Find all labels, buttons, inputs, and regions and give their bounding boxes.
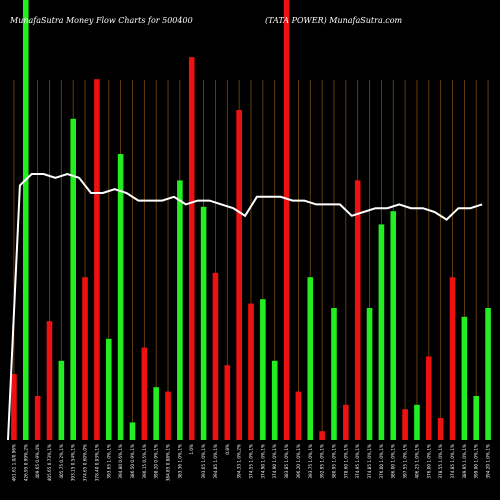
- bar: [188, 57, 195, 440]
- bar: [105, 338, 112, 440]
- x-tick-label: 398.20 0.9%,1%: [154, 444, 159, 479]
- chart-title-left: MunafaSutra Money Flow Charts for 500400: [9, 16, 193, 25]
- bar: [283, 0, 290, 440]
- bar: [461, 316, 468, 440]
- x-tick-label: 374.55 1.0%,1%: [249, 444, 254, 479]
- x-tick-label: 394.85 1.0%,1%: [213, 444, 218, 479]
- bar: [82, 277, 88, 440]
- x-tick-label: 406.25 1.0%,1%: [414, 444, 419, 479]
- bar: [319, 431, 325, 440]
- x-tick-label: 405.65 0.73%,1%: [47, 444, 52, 481]
- bar: [354, 180, 361, 440]
- bar: [271, 360, 278, 440]
- bar: [224, 365, 231, 440]
- x-tick-label: 383.85 1.0%,1%: [284, 444, 289, 479]
- x-tick-label: 399.00 1.0%,1%: [474, 444, 479, 479]
- x-tick-label: 386.50 0.9%,1%: [130, 444, 135, 479]
- bar: [307, 277, 314, 440]
- bar: [70, 118, 76, 441]
- x-tick-label: 386.00 1.0%,1%: [391, 444, 396, 479]
- x-tick-label: 409.65 0.9%,4%: [35, 444, 40, 479]
- x-tick-label: 374.95 1.0%,1%: [355, 444, 360, 479]
- bar: [390, 211, 397, 440]
- x-tick-label: 384.85 0.88%,1%: [166, 444, 171, 481]
- x-tick-label: 405.75 0.2%,1%: [59, 444, 64, 479]
- x-tick-label: 394.20 1.0%,1%: [486, 444, 491, 479]
- bar: [117, 154, 124, 440]
- bar: [141, 347, 148, 440]
- bar: [34, 396, 41, 440]
- x-tick-labels: 461.61 1.0/0.96% 426.95 0.99%,2% 409.65 0.…: [11, 444, 490, 481]
- bar: [248, 303, 254, 440]
- x-tick-label: 393.15 0.54%,1%: [71, 444, 76, 481]
- x-tick-label: 374.85 1.0%,1%: [367, 444, 372, 479]
- bar-series: [11, 0, 491, 441]
- x-tick-label: 376.00 1.0%,1%: [426, 444, 431, 479]
- bar: [366, 308, 373, 440]
- bar: [426, 356, 432, 440]
- x-tick-label: 393.65 1.0%,1%: [106, 444, 111, 479]
- bar: [402, 409, 408, 440]
- x-tick-label: 392.95 1.0%,1%: [320, 444, 325, 479]
- bar: [378, 224, 385, 440]
- bar: [437, 418, 444, 440]
- x-tick-label: 383.36 1.0%,1%: [177, 444, 182, 479]
- x-tick-label: 389.95 1.0%,1%: [462, 444, 467, 479]
- bar: [94, 79, 100, 440]
- x-tick-label: 1.0%: [189, 444, 194, 455]
- x-tick-label: 378.55 1.0%,1%: [438, 444, 443, 479]
- bar: [473, 396, 480, 440]
- bar: [165, 391, 171, 440]
- x-tick-label: 380.95 1.0%,1%: [331, 444, 336, 479]
- x-tick-label: 378.40 0.93%,1%: [94, 444, 99, 481]
- x-tick-label: 396.20 1.0%,1%: [296, 444, 301, 479]
- bar: [11, 374, 17, 440]
- x-tick-label: 394.80 0.6%,1%: [118, 444, 123, 479]
- bar: [212, 272, 219, 440]
- x-tick-label: 393.65 1.0%,1%: [201, 444, 206, 479]
- bar: [153, 387, 159, 440]
- bar: [449, 277, 456, 440]
- x-tick-label: 426.95 0.99%,2%: [23, 444, 28, 481]
- bar: [485, 308, 491, 440]
- x-tick-label: 0.8%: [225, 444, 230, 455]
- bar: [129, 422, 136, 440]
- x-tick-label: 394.33 1.0%,2%: [237, 444, 242, 479]
- bar: [22, 0, 29, 440]
- bar: [343, 404, 349, 440]
- bar: [414, 404, 420, 440]
- bar: [58, 360, 65, 440]
- x-tick-label: 397.55 1.0%,1%: [403, 444, 408, 479]
- chart-title-right: (TATA POWER) MunafaSutra.com: [265, 16, 403, 25]
- bar: [331, 308, 337, 440]
- x-tick-label: 390.15 0.5%,1%: [142, 444, 147, 479]
- x-tick-label: 461.61 1.0/0.96%: [11, 444, 16, 481]
- bar: [236, 110, 242, 440]
- bar: [200, 206, 207, 440]
- money-flow-line: [7, 172, 483, 441]
- x-tick-label: 378.60 1.0%,1%: [343, 444, 348, 479]
- x-tick-label: 374.90 1.0%,1%: [272, 444, 277, 479]
- x-tick-label: 376.00 1.0%,1%: [379, 444, 384, 479]
- x-tick-label: 374.90 1.0%,1%: [260, 444, 265, 479]
- bar: [46, 321, 53, 440]
- x-tick-label: 374.65 0.60%,0%: [83, 444, 88, 481]
- bar: [295, 391, 302, 440]
- bar: [177, 180, 183, 440]
- x-tick-label: 374.85 1.0%,1%: [450, 444, 455, 479]
- bar: [260, 299, 266, 440]
- x-tick-label: 393.75 1.0%,1%: [308, 444, 313, 479]
